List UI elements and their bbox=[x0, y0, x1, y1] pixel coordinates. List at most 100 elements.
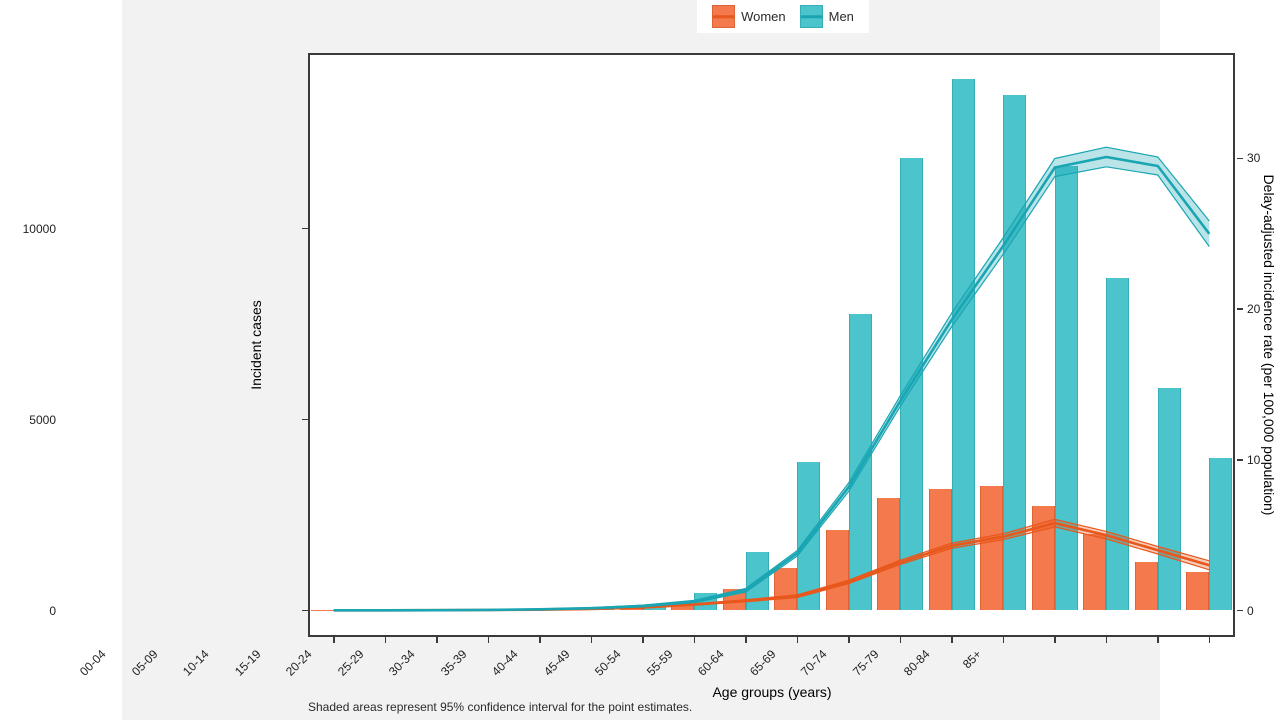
bar-men-15-19 bbox=[488, 609, 512, 611]
bar-women-85+ bbox=[1186, 572, 1210, 611]
bar-women-70-74 bbox=[1031, 506, 1055, 611]
bar-men-30-34 bbox=[642, 606, 666, 611]
x-tick-label: 60-64 bbox=[695, 647, 727, 679]
bar-men-75-79 bbox=[1106, 277, 1130, 611]
plot-panel bbox=[308, 53, 1235, 637]
x-tick-label: 05-09 bbox=[128, 647, 161, 679]
bar-women-45-49 bbox=[774, 568, 798, 611]
x-tick-mark bbox=[384, 637, 386, 643]
bar-men-80-84 bbox=[1157, 387, 1181, 611]
right-tick-label: 10 bbox=[1247, 452, 1261, 467]
x-tick-mark bbox=[1157, 637, 1159, 643]
bar-men-55-59 bbox=[900, 158, 924, 611]
bar-women-75-79 bbox=[1083, 534, 1107, 611]
x-tick-mark bbox=[590, 637, 592, 643]
left-tick-label: 10000 bbox=[22, 221, 56, 236]
legend: Women Men bbox=[697, 0, 869, 33]
right-tick-mark bbox=[1237, 459, 1243, 461]
bar-women-00-04 bbox=[310, 610, 334, 611]
bar-women-80-84 bbox=[1134, 562, 1158, 611]
x-tick-mark bbox=[899, 637, 901, 643]
x-tick-mark bbox=[693, 637, 695, 643]
bar-men-85+ bbox=[1209, 458, 1233, 611]
x-tick-mark bbox=[1105, 637, 1107, 643]
left-tick-label: 5000 bbox=[29, 412, 56, 427]
bar-men-20-24 bbox=[539, 609, 563, 611]
x-tick-mark bbox=[1002, 637, 1004, 643]
bar-women-20-24 bbox=[516, 609, 540, 611]
bar-men-00-04 bbox=[333, 610, 357, 611]
x-tick-mark bbox=[1054, 637, 1056, 643]
bar-women-25-29 bbox=[568, 608, 592, 611]
x-tick-label: 30-34 bbox=[386, 647, 418, 679]
bar-men-35-39 bbox=[694, 592, 718, 611]
bar-men-70-74 bbox=[1054, 166, 1078, 611]
bar-men-05-09 bbox=[385, 610, 409, 611]
bar-men-40-44 bbox=[745, 552, 769, 611]
right-axis-title: Delay-adjusted incidence rate (per 100,0… bbox=[1261, 174, 1277, 516]
legend-label-women: Women bbox=[741, 9, 786, 24]
x-tick-label: 25-29 bbox=[334, 647, 367, 679]
bar-men-60-64 bbox=[951, 78, 975, 611]
chart-figure: Women Men 0 5000 10000 0 10 20 30 00-04 05-09 10-… bbox=[23, 0, 1277, 720]
x-tick-label: 20-24 bbox=[283, 647, 315, 679]
x-tick-label: 85+ bbox=[959, 647, 985, 672]
women-swatch-icon bbox=[712, 5, 736, 28]
bar-women-60-64 bbox=[928, 489, 952, 611]
right-tick-label: 20 bbox=[1247, 302, 1261, 317]
legend-item-women: Women bbox=[712, 5, 786, 28]
bar-women-55-59 bbox=[877, 497, 901, 611]
x-tick-mark bbox=[951, 637, 953, 643]
right-tick-mark bbox=[1237, 308, 1243, 310]
legend-item-men: Men bbox=[799, 5, 854, 28]
x-tick-mark bbox=[1208, 637, 1210, 643]
right-tick-mark bbox=[1237, 157, 1243, 160]
x-tick-mark bbox=[642, 637, 644, 643]
bar-women-15-19 bbox=[465, 609, 489, 611]
x-tick-mark bbox=[436, 637, 438, 643]
x-tick-mark bbox=[745, 637, 747, 643]
bar-women-05-09 bbox=[362, 610, 386, 611]
x-tick-label: 75-79 bbox=[849, 647, 882, 679]
x-tick-label: 50-54 bbox=[592, 647, 624, 679]
footnote: Shaded areas represent 95% confidence in… bbox=[308, 700, 693, 714]
x-tick-label: 55-59 bbox=[643, 647, 676, 679]
bar-men-50-54 bbox=[848, 313, 872, 611]
bar-women-50-54 bbox=[825, 530, 849, 611]
x-tick-label: 15-19 bbox=[231, 647, 264, 679]
x-tick-label: 45-49 bbox=[540, 647, 573, 679]
bar-men-65-69 bbox=[1003, 95, 1027, 611]
bar-women-30-34 bbox=[619, 605, 643, 611]
legend-label-men: Men bbox=[828, 9, 854, 24]
x-tick-label: 70-74 bbox=[798, 647, 830, 679]
left-tick-label: 0 bbox=[49, 603, 56, 618]
x-tick-mark bbox=[333, 637, 335, 643]
x-tick-mark bbox=[539, 637, 541, 643]
bar-men-10-14 bbox=[436, 610, 460, 611]
left-tick-mark bbox=[302, 609, 308, 612]
x-tick-label: 00-04 bbox=[77, 647, 109, 679]
left-tick-mark bbox=[302, 418, 308, 421]
x-tick-label: 65-69 bbox=[746, 647, 779, 679]
bar-women-65-69 bbox=[980, 486, 1004, 611]
bar-men-45-49 bbox=[797, 461, 821, 611]
left-axis-title: Incident cases bbox=[248, 300, 264, 390]
right-tick-label: 30 bbox=[1247, 151, 1261, 166]
x-tick-mark bbox=[796, 637, 798, 643]
bar-women-35-39 bbox=[671, 604, 695, 611]
men-swatch-icon bbox=[799, 5, 823, 28]
x-tick-label: 40-44 bbox=[489, 647, 521, 679]
x-tick-label: 80-84 bbox=[901, 647, 933, 679]
x-axis-title: Age groups (years) bbox=[712, 684, 832, 700]
left-tick-mark bbox=[302, 227, 308, 230]
x-tick-mark bbox=[487, 637, 489, 643]
right-tick-mark bbox=[1237, 609, 1243, 612]
bar-men-25-29 bbox=[591, 607, 615, 611]
x-tick-label: 10-14 bbox=[180, 647, 212, 679]
x-tick-label: 35-39 bbox=[437, 647, 470, 679]
men-key-line-icon bbox=[800, 14, 822, 19]
bar-women-10-14 bbox=[413, 610, 437, 611]
x-tick-mark bbox=[848, 637, 850, 643]
women-key-line-icon bbox=[713, 14, 735, 19]
